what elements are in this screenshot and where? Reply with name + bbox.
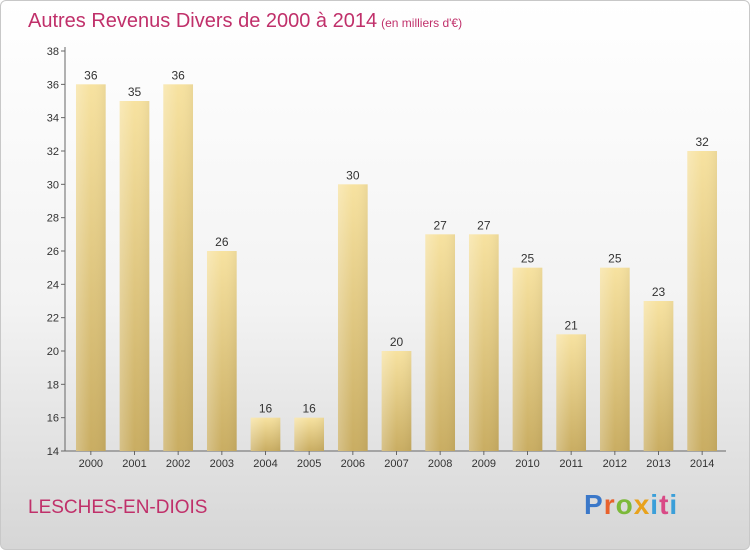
- bar-shade-2000: [75, 84, 106, 451]
- bar-shade-2002: [163, 84, 194, 451]
- bar-value-label: 16: [302, 402, 316, 416]
- location-label: LESCHES-EN-DIOIS: [28, 497, 208, 518]
- x-tick-label: 2013: [646, 458, 670, 470]
- bar-shade-2001: [119, 101, 150, 451]
- x-tick-label: 2003: [210, 458, 234, 470]
- bar-shade-2012: [599, 267, 630, 451]
- y-tick-label: 22: [47, 313, 59, 325]
- y-tick-label: 36: [47, 79, 59, 91]
- bar-shade-2013: [643, 301, 674, 451]
- y-tick-label: 34: [47, 113, 59, 125]
- chart-subtitle: (en milliers d'€): [381, 16, 463, 30]
- x-tick-label: 2011: [559, 458, 583, 470]
- y-tick-label: 28: [47, 213, 59, 225]
- bar-value-label: 25: [521, 252, 535, 266]
- y-tick-label: 18: [47, 379, 59, 391]
- x-tick-label: 2012: [603, 458, 627, 470]
- x-tick-label: 2010: [515, 458, 539, 470]
- bar-value-label: 21: [564, 318, 578, 332]
- x-tick-label: 2005: [297, 458, 321, 470]
- y-tick-label: 16: [47, 413, 59, 425]
- bar-value-label: 25: [608, 252, 622, 266]
- y-tick-label: 14: [47, 446, 59, 458]
- bar-shade-2008: [425, 234, 456, 451]
- x-tick-label: 2001: [122, 458, 146, 470]
- bar-value-label: 30: [346, 168, 360, 182]
- x-tick-label: 2004: [253, 458, 277, 470]
- x-tick-label: 2000: [79, 458, 103, 470]
- y-tick-label: 32: [47, 146, 59, 158]
- bar-value-label: 32: [695, 135, 709, 149]
- bar-shade-2007: [381, 351, 412, 451]
- x-tick-label: 2014: [690, 458, 714, 470]
- bar-value-label: 35: [128, 85, 142, 99]
- y-tick-label: 30: [47, 179, 59, 191]
- chart-title-text: Autres Revenus Divers de 2000 à 2014: [28, 10, 378, 32]
- bar-value-label: 16: [259, 402, 273, 416]
- x-tick-label: 2002: [166, 458, 190, 470]
- bar-value-label: 27: [477, 218, 491, 232]
- bar-shade-2005: [294, 417, 325, 451]
- x-tick-label: 2006: [341, 458, 365, 470]
- bar-value-label: 26: [215, 235, 229, 249]
- proxiti-logo[interactable]: Proxiti: [584, 489, 679, 520]
- bar-shade-2011: [556, 334, 587, 451]
- bar-shade-2010: [512, 267, 543, 451]
- y-tick-label: 20: [47, 346, 59, 358]
- bar-value-label: 36: [84, 68, 98, 82]
- y-tick-label: 26: [47, 246, 59, 258]
- bar-shade-2006: [337, 184, 368, 452]
- x-tick-label: 2008: [428, 458, 452, 470]
- y-tick-label: 38: [47, 46, 59, 58]
- y-tick-label: 24: [47, 279, 59, 291]
- x-tick-label: 2007: [384, 458, 408, 470]
- bar-value-label: 23: [652, 285, 666, 299]
- chart-title: Autres Revenus Divers de 2000 à 2014 (en …: [28, 10, 462, 33]
- bar-value-label: 36: [171, 68, 185, 82]
- bar-shade-2003: [206, 251, 237, 451]
- x-tick-label: 2009: [472, 458, 496, 470]
- bar-shade-2014: [687, 151, 718, 451]
- bar-shade-2004: [250, 417, 281, 451]
- bar-value-label: 27: [433, 218, 447, 232]
- bar-shade-2009: [468, 234, 499, 451]
- bar-value-label: 20: [390, 335, 404, 349]
